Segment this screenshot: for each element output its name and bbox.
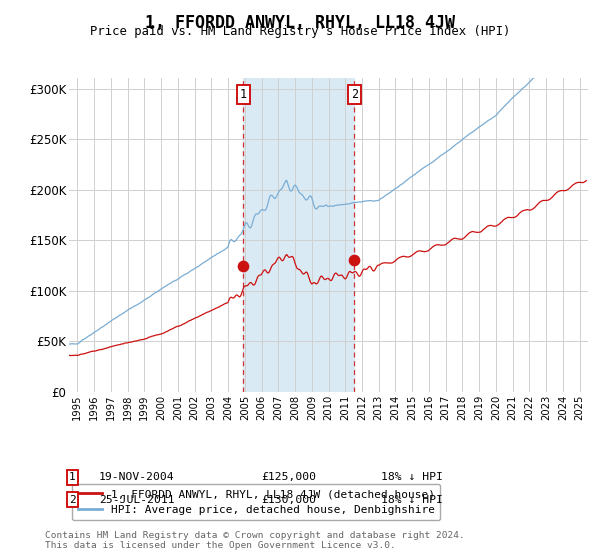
Text: 18% ↓ HPI: 18% ↓ HPI [381, 472, 443, 482]
Text: Contains HM Land Registry data © Crown copyright and database right 2024.
This d: Contains HM Land Registry data © Crown c… [45, 530, 465, 550]
Bar [243, 78, 355, 392]
Text: 25-JUL-2011: 25-JUL-2011 [99, 494, 175, 505]
Text: 2: 2 [351, 88, 358, 101]
Legend: 1, FFORDD ANWYL, RHYL, LL18 4JW (detached house), HPI: Average price, detached h: 1, FFORDD ANWYL, RHYL, LL18 4JW (detache… [72, 484, 440, 520]
Text: 1, FFORDD ANWYL, RHYL, LL18 4JW: 1, FFORDD ANWYL, RHYL, LL18 4JW [145, 14, 455, 32]
Point [350, 256, 359, 265]
Text: 19-NOV-2004: 19-NOV-2004 [99, 472, 175, 482]
Text: 2: 2 [69, 494, 76, 505]
Text: 1: 1 [69, 472, 76, 482]
Text: 18% ↓ HPI: 18% ↓ HPI [381, 494, 443, 505]
Text: £130,000: £130,000 [261, 494, 316, 505]
Point [238, 261, 248, 270]
Text: 1: 1 [239, 88, 247, 101]
Text: £125,000: £125,000 [261, 472, 316, 482]
Text: Price paid vs. HM Land Registry's House Price Index (HPI): Price paid vs. HM Land Registry's House … [90, 25, 510, 38]
